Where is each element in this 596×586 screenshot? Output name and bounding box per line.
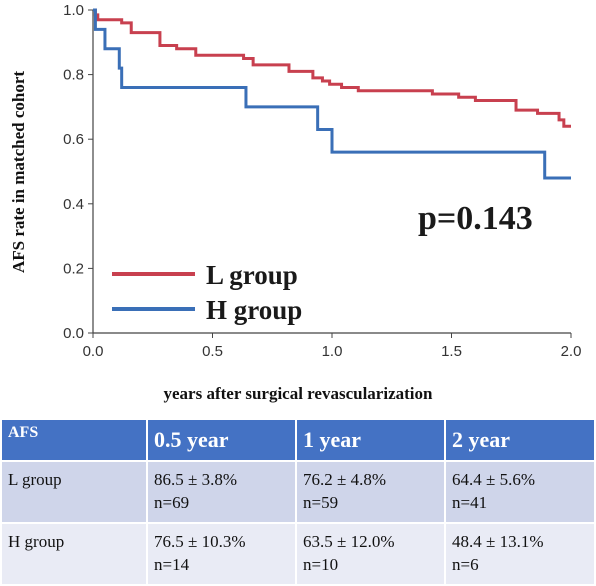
table-cell: 76.2 ± 4.8% n=59: [295, 460, 446, 524]
y-tick-label: 0.0: [63, 325, 84, 342]
cell-n: n=59: [303, 493, 339, 512]
table-cell: 86.5 ± 3.8% n=69: [146, 460, 297, 524]
table-header-two-year: 2 year: [444, 418, 596, 462]
x-tick-label: 1.5: [441, 343, 462, 360]
table-row: H group 76.5 ± 10.3% n=14 63.5 ± 12.0% n=1…: [0, 522, 596, 586]
x-tick-label: 0.0: [83, 343, 104, 360]
table-cell: 63.5 ± 12.0% n=10: [295, 522, 446, 586]
x-tick-label: 0.5: [202, 343, 223, 360]
table-header-row: AFS 0.5 year 1 year 2 year: [0, 418, 596, 462]
p-value-annotation: p=0.143: [418, 200, 533, 237]
chart-series: [93, 8, 571, 180]
cell-value: 48.4 ± 13.1%: [452, 532, 544, 551]
cell-n: n=6: [452, 555, 479, 574]
chart-legend: L group H group: [112, 260, 302, 325]
cell-value: 76.5 ± 10.3%: [154, 532, 246, 551]
y-tick-label: 0.2: [63, 260, 84, 277]
y-tick-label: 0.4: [63, 196, 84, 213]
afs-summary-table: AFS 0.5 year 1 year 2 year L group 86.5 …: [0, 418, 596, 586]
table-header-half-year: 0.5 year: [146, 418, 297, 462]
table-cell: 76.5 ± 10.3% n=14: [146, 522, 297, 586]
cell-value: 86.5 ± 3.8%: [154, 470, 237, 489]
cell-n: n=41: [452, 493, 488, 512]
row-label: L group: [0, 460, 148, 524]
km-chart: 0.0 0.2 0.4 0.6 0.8 1.0 0.0 0.5 1.0 1.5 2.0 AFS ra…: [9, 2, 581, 360]
table-cell: 64.4 ± 5.6% n=41: [444, 460, 596, 524]
x-tick-label: 2.0: [561, 343, 582, 360]
legend-label: H group: [206, 295, 302, 325]
chart-axes: [92, 10, 571, 334]
table-header-afs: AFS: [0, 418, 148, 462]
cell-n: n=14: [154, 555, 190, 574]
y-tick-label: 0.8: [63, 67, 84, 84]
y-tick-label: 0.6: [63, 131, 84, 148]
chart-ticks: 0.0 0.2 0.4 0.6 0.8 1.0 0.0 0.5 1.0 1.5 2.0: [63, 2, 581, 360]
table-cell: 48.4 ± 13.1% n=6: [444, 522, 596, 586]
cell-value: 64.4 ± 5.6%: [452, 470, 535, 489]
y-tick-label: 1.0: [63, 2, 84, 19]
legend-label: L group: [206, 260, 298, 290]
row-label: H group: [0, 522, 148, 586]
table-row: L group 86.5 ± 3.8% n=69 76.2 ± 4.8% n=59 …: [0, 460, 596, 524]
table-header-one-year: 1 year: [295, 418, 446, 462]
cell-n: n=10: [303, 555, 339, 574]
y-axis-label: AFS rate in matched cohort: [9, 71, 28, 273]
series-line-l-group: [93, 8, 571, 128]
x-axis-label: years after surgical revascularization: [163, 384, 433, 403]
cell-value: 76.2 ± 4.8%: [303, 470, 386, 489]
series-line-h-group: [93, 8, 571, 180]
x-tick-label: 1.0: [322, 343, 343, 360]
cell-n: n=69: [154, 493, 190, 512]
cell-value: 63.5 ± 12.0%: [303, 532, 395, 551]
